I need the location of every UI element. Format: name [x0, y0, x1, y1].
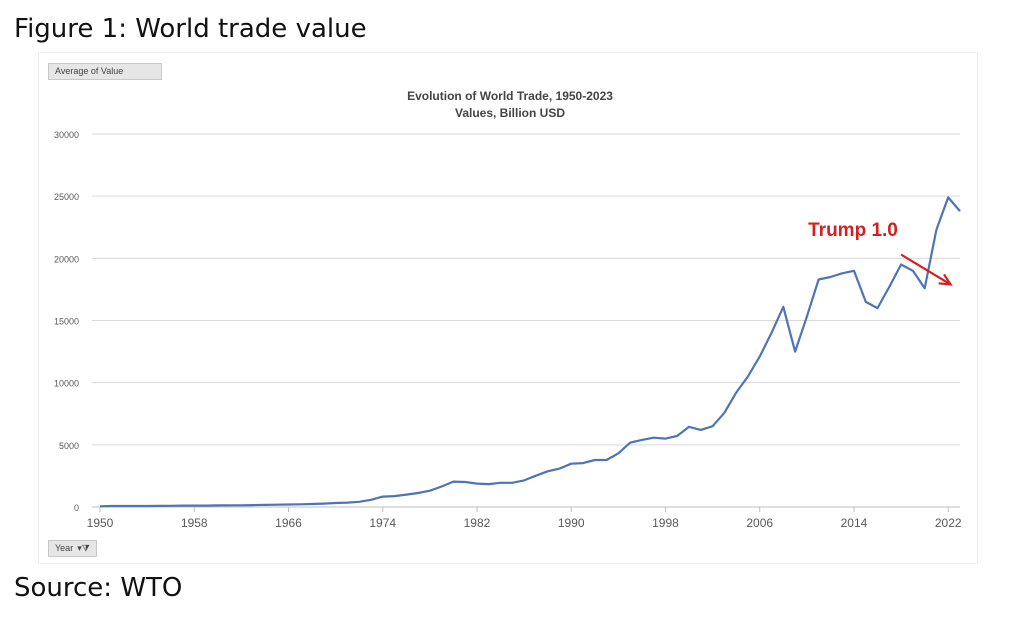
- x-tick-label: 1998: [652, 516, 679, 530]
- annotation-arrow-shaft: [900, 253, 952, 286]
- y-tick-label: 10000: [54, 379, 79, 389]
- annotation-arrow-head: [938, 273, 953, 286]
- source-note: Source: WTO: [14, 573, 183, 603]
- x-tick-label: 1990: [558, 516, 585, 530]
- x-tick-label: 1958: [181, 516, 208, 530]
- x-tick-label: 1966: [275, 516, 302, 530]
- y-tick-label: 20000: [54, 254, 79, 264]
- y-tick-label: 0: [74, 503, 79, 513]
- x-tick-label: 1950: [87, 516, 114, 530]
- annotation-label: Trump 1.0: [808, 220, 898, 241]
- x-tick-label: 1974: [369, 516, 396, 530]
- value-field-label: Average of Value: [55, 66, 124, 76]
- chart-frame: [38, 52, 978, 564]
- year-field-label: Year: [55, 543, 74, 553]
- series-line: [99, 196, 961, 508]
- filter-icon[interactable]: ▾⧩: [77, 543, 90, 553]
- y-tick-label: 25000: [54, 192, 79, 202]
- y-tick-label: 30000: [54, 130, 79, 140]
- x-tick-label: 2006: [746, 516, 773, 530]
- value-field-button[interactable]: Average of Value: [48, 63, 162, 80]
- year-field-button[interactable]: Year ▾⧩: [48, 540, 97, 557]
- x-tick-label: 1982: [464, 516, 491, 530]
- chart-subtitle: Values, Billion USD: [455, 106, 565, 120]
- y-tick-label: 15000: [54, 317, 79, 327]
- y-tick-label: 5000: [59, 441, 79, 451]
- x-tick-label: 2022: [935, 516, 962, 530]
- chart-title: Evolution of World Trade, 1950-2023: [407, 89, 613, 103]
- x-tick-label: 2014: [841, 516, 868, 530]
- figure-caption: Figure 1: World trade value: [14, 14, 367, 44]
